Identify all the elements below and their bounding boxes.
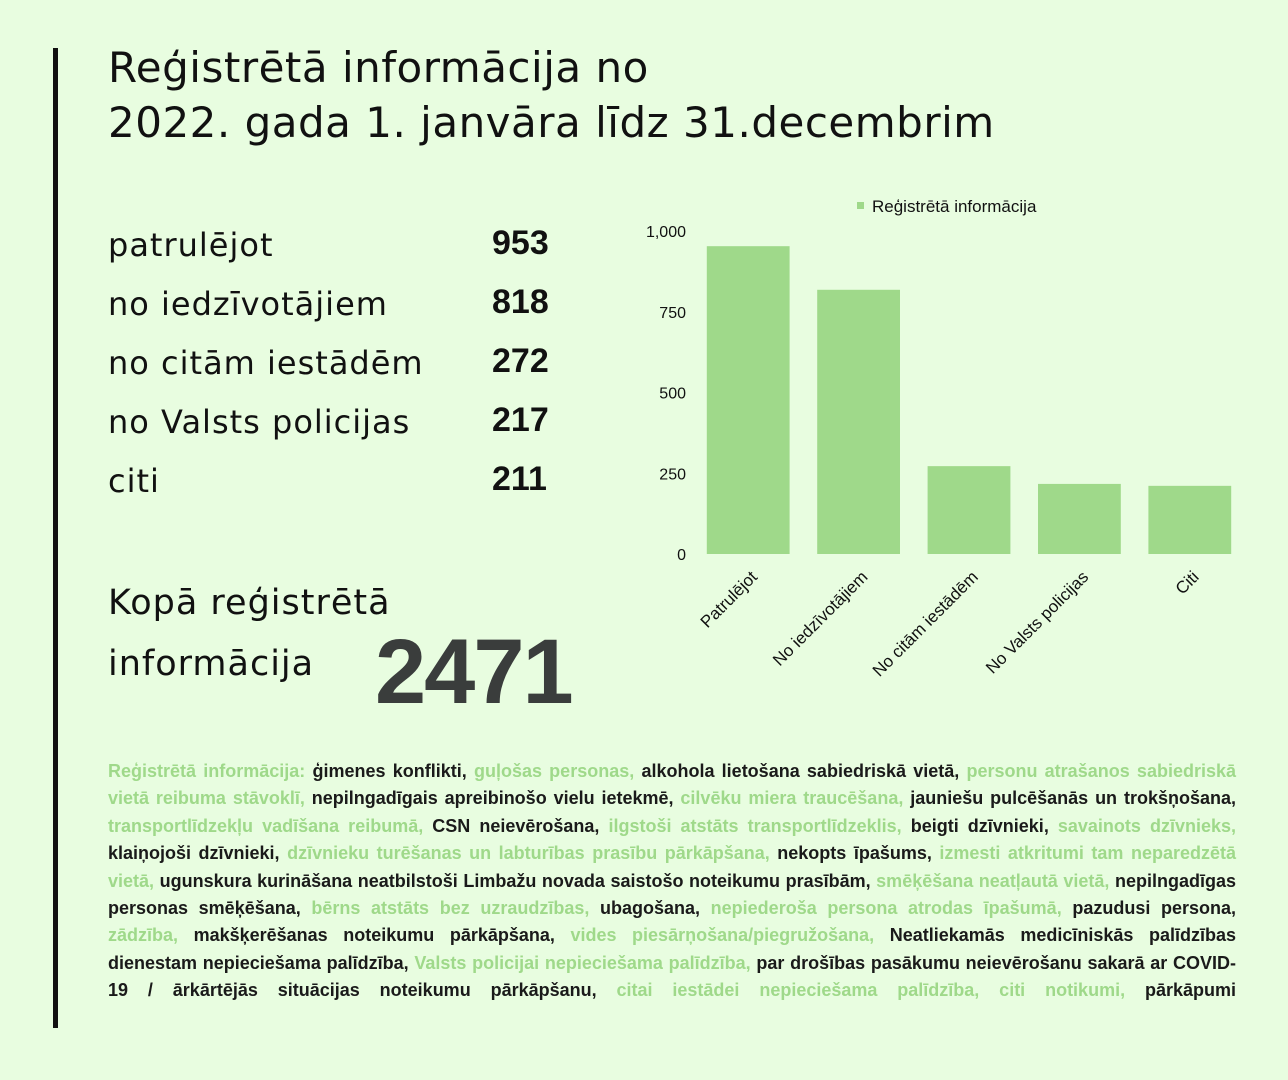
stat-row: no iedzīvotājiem 818 xyxy=(108,277,588,336)
notes-text: makšķerēšanas noteikumu pārkāpšana, xyxy=(178,925,571,946)
notes-accent-text: zādzība, xyxy=(108,925,179,946)
bar xyxy=(1148,485,1232,554)
legend-label: Reģistrētā informācija xyxy=(872,197,1037,216)
stat-label: patrulējot xyxy=(108,226,274,264)
notes-text: nepilngadīgas personas smēķēšana, xyxy=(108,870,1236,919)
notes-accent-text: Reģistrētā informācija: xyxy=(108,761,306,781)
notes-text: beigti dzīvnieki, xyxy=(901,815,1058,836)
notes-accent-text: personu atrašanos sabiedriskā vietā reib… xyxy=(108,761,1236,809)
total-value: 2471 xyxy=(375,621,574,723)
x-tick-label: No Valsts policijas xyxy=(982,567,1092,677)
stat-value: 953 xyxy=(492,224,549,262)
notes-text: ubagošana, xyxy=(589,898,711,919)
notes-accent-text: bērns atstāts bez uzraudzības, xyxy=(311,898,590,919)
notes-accent-text: izmesti atkritumi tam neparedzētā vietā, xyxy=(108,843,1236,891)
notes-text: pārkāpumi xyxy=(1125,980,1236,1001)
stat-value: 818 xyxy=(492,283,549,321)
notes-accent-text: transportlīdzekļu vadīšana reibumā, xyxy=(108,815,424,836)
notes-text: pazudusi persona, xyxy=(1061,898,1236,919)
notes-text: ģimenes konflikti, xyxy=(305,761,474,781)
x-tick-label: No citām iestādēm xyxy=(869,567,982,680)
title-line-1: Reģistrētā informācija no xyxy=(108,43,649,92)
stat-label: citi xyxy=(108,462,160,500)
stat-label: no citām iestādēm xyxy=(108,344,424,382)
notes-accent-text: vides piesārņošana/piegružošana, xyxy=(570,925,875,946)
bar xyxy=(706,246,790,554)
notes-accent-text: smēķēšana neatļautā vietā, xyxy=(876,870,1110,891)
bar xyxy=(1038,483,1121,554)
notes-text: klaiņojoši dzīvnieki, xyxy=(108,843,288,864)
notes-accent-text: nepiederoša persona atrodas īpašumā, xyxy=(710,898,1062,919)
notes-accent-text: guļošas personas, xyxy=(473,761,635,781)
y-tick-label: 750 xyxy=(659,305,686,322)
y-tick-label: 0 xyxy=(677,547,686,564)
stat-value: 217 xyxy=(492,401,549,439)
notes-accent-text: dzīvnieku turēšanas un labturības prasīb… xyxy=(287,843,770,864)
stats-list: patrulējot 953 no iedzīvotājiem 818 no c… xyxy=(108,218,588,513)
total-label-line-1: Kopā reģistrētā xyxy=(108,583,391,623)
notes-accent-text: savainots dzīvnieks, xyxy=(1057,815,1237,836)
title-line-2: 2022. gada 1. janvāra līdz 31.decembrim xyxy=(108,98,995,147)
bar-chart: Reģistrētā informācija 0 250 500 750 1,000 Pat… xyxy=(646,197,1232,680)
y-tick-label: 1,000 xyxy=(646,224,686,241)
notes-text: par drošības pasākumu neievērošanu sakar… xyxy=(108,952,1236,1001)
notes-text: jauniešu pulcēšanās un trokšņošana, xyxy=(903,788,1236,809)
total-label-line-2: informācija xyxy=(108,644,315,684)
stat-value: 211 xyxy=(492,460,547,498)
bar xyxy=(927,466,1011,554)
notes-accent-text: Valsts policijai nepieciešama palīdzība, xyxy=(414,952,751,973)
x-tick-label: No iedzīvotājiem xyxy=(769,567,871,669)
left-accent-bar xyxy=(53,48,58,1028)
notes-text: ugunskura kurināšana neatbilstoši Limbaž… xyxy=(154,870,877,891)
stat-row: patrulējot 953 xyxy=(108,218,588,277)
legend-swatch xyxy=(857,202,864,209)
x-tick-label: Patrulējot xyxy=(697,567,761,631)
notes-paragraph: Reģistrētā informācija: ģimenes konflikt… xyxy=(108,758,1236,1005)
notes-text: CSN neievērošana, xyxy=(423,815,609,836)
notes-text: nekopts īpašums, xyxy=(769,843,940,864)
notes-accent-text: ilgstoši atstāts transportlīdzeklis, xyxy=(608,815,902,836)
y-tick-label: 250 xyxy=(659,466,686,483)
stat-row: no citām iestādēm 272 xyxy=(108,336,588,395)
page-title: Reģistrētā informācija no 2022. gada 1. … xyxy=(108,40,1228,150)
notes-text: alkohola lietošana sabiedriskā vietā, xyxy=(634,761,967,781)
stat-value: 272 xyxy=(492,342,549,380)
stat-label: no iedzīvotājiem xyxy=(108,285,388,323)
notes-text: nepilngadīgais apreibinošo vielu ietekmē… xyxy=(304,788,681,809)
chart-legend: Reģistrētā informācija xyxy=(857,197,1037,216)
notes-accent-text: cilvēku miera traucēšana, xyxy=(680,788,904,809)
stat-label: no Valsts policijas xyxy=(108,403,411,441)
y-tick-label: 500 xyxy=(659,386,686,403)
stat-row: no Valsts policijas 217 xyxy=(108,395,588,454)
notes-text: Neatliekamās medicīniskās palīdzības die… xyxy=(108,925,1236,973)
bar xyxy=(817,289,900,554)
stat-row: citi 211 xyxy=(108,454,588,513)
x-tick-label: Citi xyxy=(1172,567,1203,598)
notes-accent-text: citai iestādei nepieciešama palīdzība, c… xyxy=(616,980,1126,1001)
